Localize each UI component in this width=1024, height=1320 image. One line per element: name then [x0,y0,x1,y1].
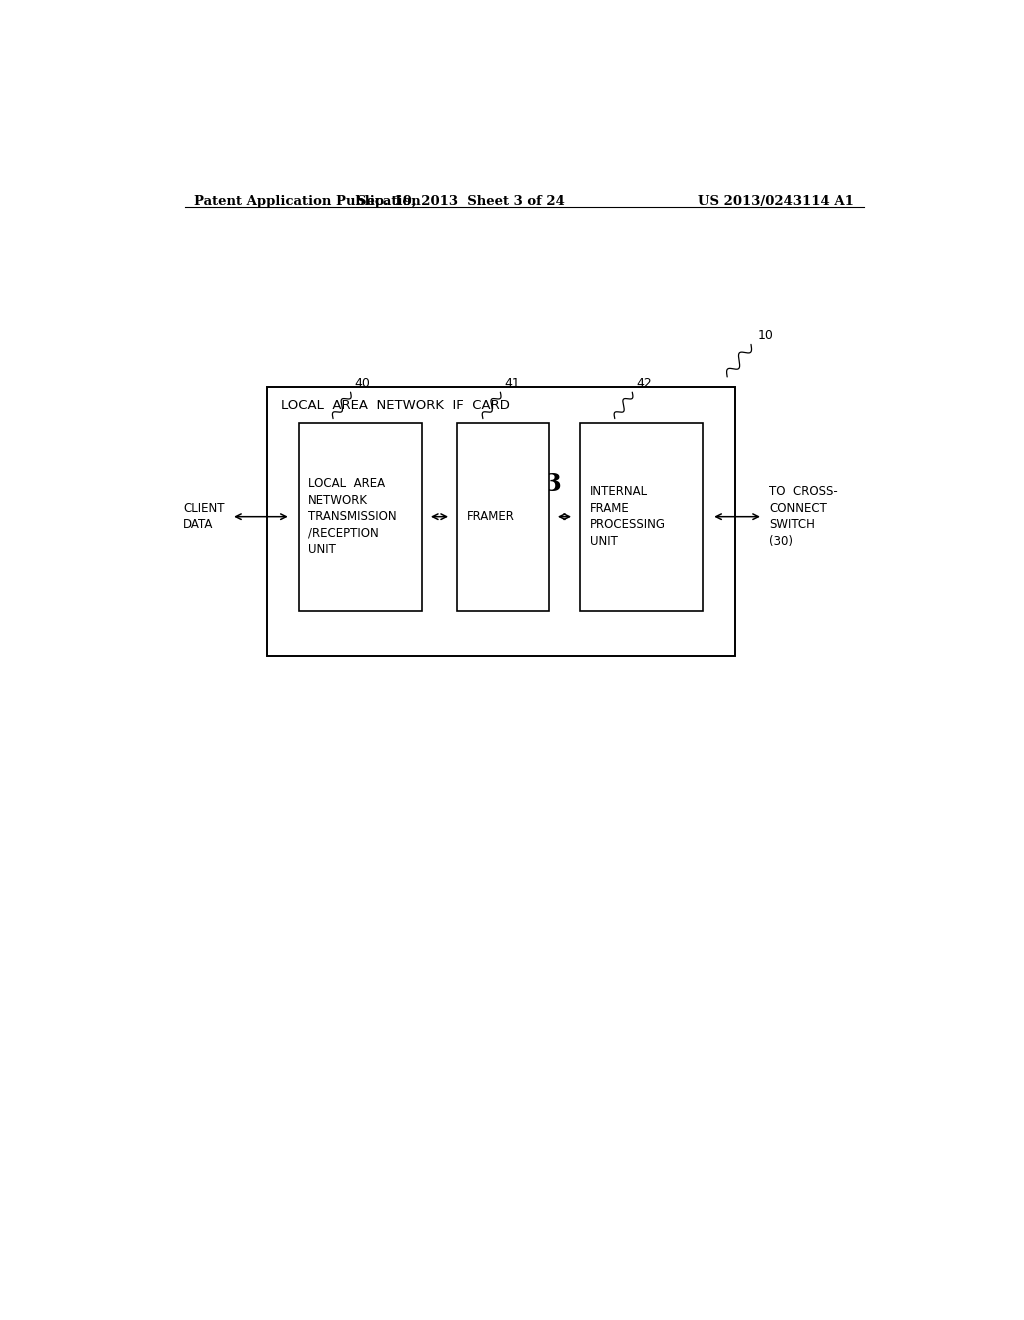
Text: FRAMER: FRAMER [467,511,515,523]
Text: Sep. 19, 2013  Sheet 3 of 24: Sep. 19, 2013 Sheet 3 of 24 [357,195,565,209]
Bar [581,422,703,611]
Bar [267,387,735,656]
Bar [299,422,422,611]
Text: FIG.3: FIG.3 [486,471,563,495]
Text: LOCAL  AREA
NETWORK
TRANSMISSION
/RECEPTION
UNIT: LOCAL AREA NETWORK TRANSMISSION /RECEPTI… [308,478,396,556]
Text: 41: 41 [505,378,520,391]
Text: Patent Application Publication: Patent Application Publication [194,195,421,209]
Text: US 2013/0243114 A1: US 2013/0243114 A1 [698,195,854,209]
Text: 10: 10 [758,330,773,342]
Text: TO  CROSS-
CONNECT
SWITCH
(30): TO CROSS- CONNECT SWITCH (30) [769,486,838,548]
Text: LOCAL  AREA  NETWORK  IF  CARD: LOCAL AREA NETWORK IF CARD [282,399,510,412]
Text: 40: 40 [354,378,371,391]
Text: INTERNAL
FRAME
PROCESSING
UNIT: INTERNAL FRAME PROCESSING UNIT [590,486,666,548]
Text: 42: 42 [636,378,652,391]
Bar [458,422,549,611]
Text: CLIENT
DATA: CLIENT DATA [183,502,225,532]
